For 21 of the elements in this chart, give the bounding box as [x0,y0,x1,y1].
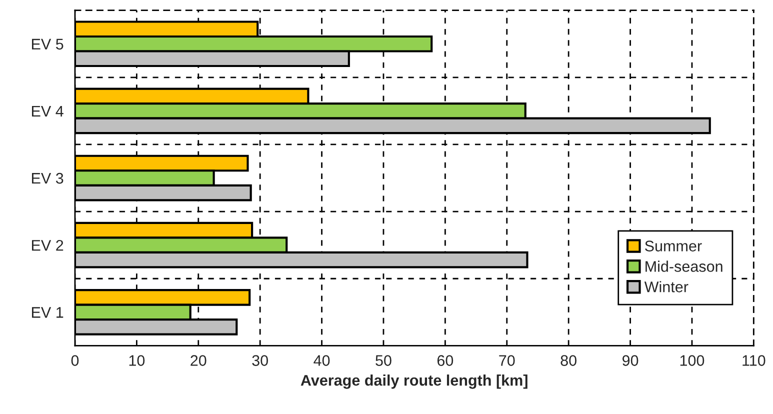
y-tick-label: EV 3 [32,172,64,184]
x-tick-label: 90 [622,355,638,366]
x-tick-label: 80 [560,355,576,366]
x-axis-title: Average daily route length [km] [300,374,528,389]
legend-label: Mid-season [646,260,722,272]
x-tick-label: 10 [129,355,145,366]
x-tick-label: 20 [190,355,206,366]
x-tick-label: 60 [437,355,454,366]
y-tick-label: EV 2 [32,240,64,251]
x-tick-label: 50 [376,355,392,366]
x-tick-label: 110 [742,355,766,366]
y-tick-label: EV 5 [32,38,64,50]
x-tick-label: 70 [499,355,515,366]
x-tick-label: 30 [252,355,268,366]
y-tick-label: EV 1 [32,307,64,318]
legend-label: Summer [645,240,702,252]
y-tick-label: EV 4 [32,106,64,116]
legend-label: Winter [644,281,688,292]
x-tick-label: 40 [314,355,330,366]
x-tick-label: 100 [680,355,704,366]
x-tick-label: 0 [71,355,79,366]
